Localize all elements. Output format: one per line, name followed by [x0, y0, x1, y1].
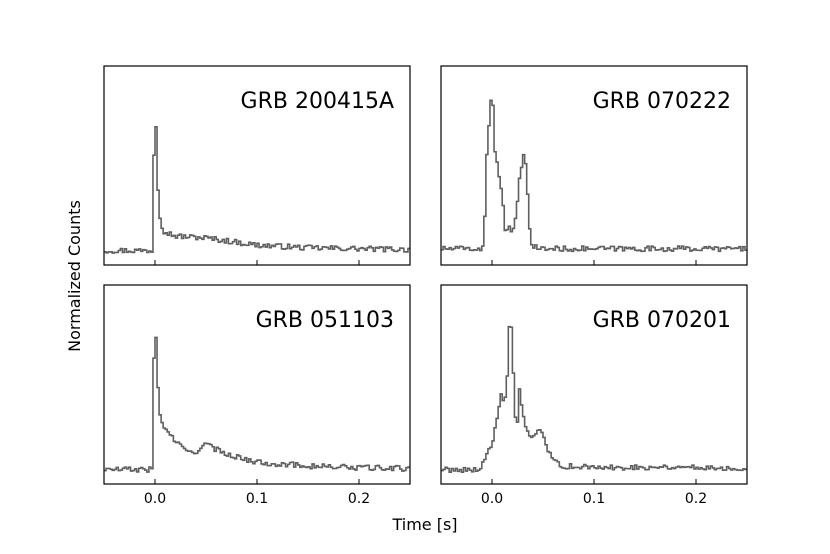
- x-tick-label: 0.1: [246, 491, 268, 507]
- panel-title: GRB 051103: [256, 308, 394, 333]
- light-curve-series: [441, 99, 747, 253]
- x-tick-label: 0.0: [481, 491, 503, 507]
- panel-grb-070222: GRB 070222: [440, 65, 748, 266]
- x-tick-label: 0.2: [348, 491, 370, 507]
- panel-grb-051103: 0.0 0.1 0.2 GRB 051103: [103, 284, 411, 507]
- panel-title: GRB 070201: [593, 308, 731, 333]
- light-curve-series: [104, 336, 410, 473]
- panel-title: GRB 200415A: [241, 89, 394, 114]
- x-tick-label: 0.0: [144, 491, 166, 507]
- x-tick-label: 0.1: [583, 491, 605, 507]
- light-curve-series: [441, 325, 747, 474]
- x-axis-title: Time [s]: [391, 515, 457, 534]
- x-tick-label: 0.2: [685, 491, 707, 507]
- y-axis-title: Normalized Counts: [65, 200, 84, 352]
- panel-grb-070201: 0.0 0.1 0.2 GRB 070201: [440, 284, 748, 507]
- light-curve-series: [104, 126, 410, 254]
- panel-grb-200415a: GRB 200415A: [103, 65, 411, 266]
- panel-title: GRB 070222: [593, 89, 731, 114]
